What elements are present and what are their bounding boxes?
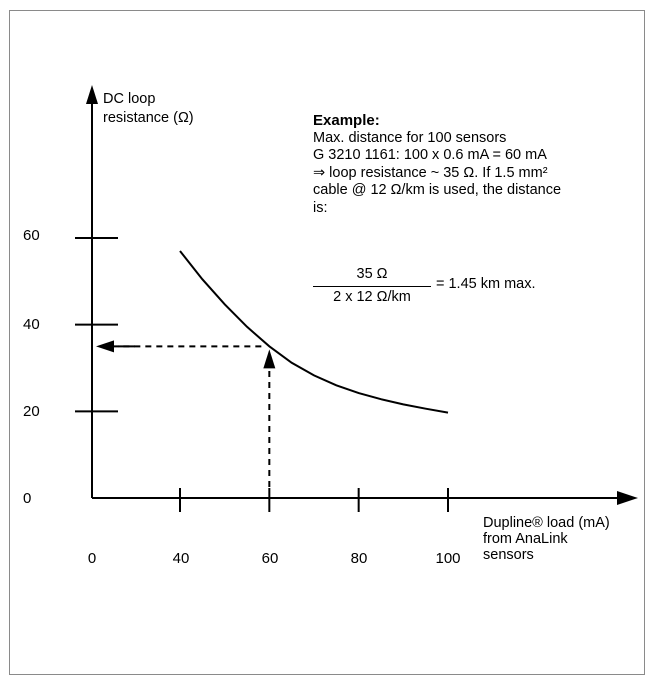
data-curve — [179, 250, 449, 414]
x-tick-label-40: 40 — [172, 550, 190, 567]
example-line-5: is: — [313, 199, 328, 216]
example-line-3: ⇒ loop resistance ~ 35 Ω. If 1.5 mm² — [313, 164, 548, 181]
x-tick-label-60: 60 — [261, 550, 279, 567]
figure-frame — [9, 10, 645, 675]
curve-layer — [179, 250, 449, 414]
guide-lines — [96, 340, 276, 487]
x-axis-label: Dupline® load (mA) from AnaLink sensors — [483, 515, 610, 563]
x-tick-label-0: 0 — [87, 550, 97, 567]
y-axis-label-line1: DC loop — [103, 91, 156, 107]
y-tick-label-20: 20 — [23, 403, 40, 420]
y-tick-label-0: 0 — [23, 490, 32, 507]
y-tick-label-40: 40 — [23, 316, 40, 333]
x-axis-arrowhead — [617, 491, 638, 505]
example-line-1: Max. distance for 100 sensors — [313, 129, 507, 146]
x-tick-label-80: 80 — [350, 550, 368, 567]
tick-marks — [75, 237, 449, 512]
fraction-bar — [313, 286, 431, 287]
x-axis-label-line1: Dupline® load (mA) — [483, 515, 610, 531]
formula-numerator: 35 Ω — [356, 266, 388, 282]
x-axis-label-line3: sensors — [483, 547, 534, 563]
example-title: Example: — [313, 112, 380, 129]
y-axis-label-line2: resistance (Ω) — [103, 110, 194, 126]
horizontal-guide-arrowhead — [96, 340, 114, 353]
example-annotation: Example: Max. distance for 100 sensors G… — [313, 112, 643, 218]
formula-fraction: 35 Ω 2 x 12 Ω/km — [313, 266, 431, 306]
y-tick-label-60: 60 — [23, 227, 40, 244]
formula-denominator: 2 x 12 Ω/km — [333, 289, 411, 305]
vertical-guide-arrowhead — [263, 349, 276, 369]
formula-result: = 1.45 km max. — [436, 276, 536, 292]
example-line-2: G 3210 1161: 100 x 0.6 mA = 60 mA — [313, 147, 547, 164]
example-line-4: cable @ 12 Ω/km is used, the distance — [313, 182, 562, 199]
x-axis-label-line2: from AnaLink — [483, 531, 568, 547]
y-axis-arrowhead — [86, 85, 98, 104]
y-axis-label: DC loop resistance (Ω) — [103, 90, 194, 128]
x-tick-label-100: 100 — [435, 550, 461, 567]
